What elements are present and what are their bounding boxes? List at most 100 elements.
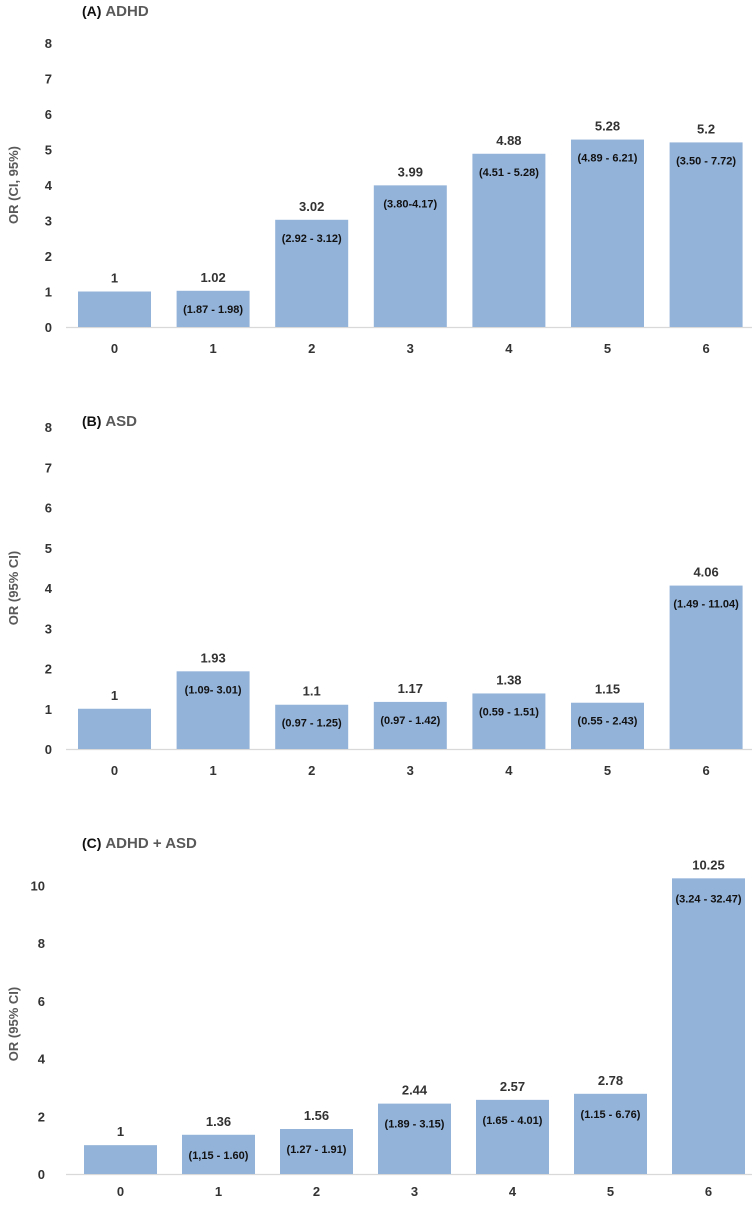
bar bbox=[280, 1129, 353, 1174]
bar-value-label: 2.78 bbox=[598, 1073, 623, 1088]
y-tick-label: 6 bbox=[45, 501, 52, 516]
x-tick-label: 1 bbox=[209, 341, 216, 356]
bar-ci-label: (1.27 - 1.91) bbox=[287, 1144, 347, 1156]
bar bbox=[672, 878, 745, 1174]
bar-value-label: 1.1 bbox=[303, 684, 321, 699]
y-tick-label: 6 bbox=[45, 107, 52, 122]
y-tick-label: 8 bbox=[45, 36, 52, 51]
bar-value-label: 2.57 bbox=[500, 1079, 525, 1094]
x-tick-label: 6 bbox=[702, 763, 709, 778]
bar-value-label: 1.56 bbox=[304, 1108, 329, 1123]
x-tick-label: 2 bbox=[308, 341, 315, 356]
bar-value-label: 10.25 bbox=[692, 857, 725, 872]
chart-title: (A) ADHD bbox=[82, 3, 149, 20]
bar-ci-label: (1.65 - 4.01) bbox=[483, 1115, 543, 1127]
x-tick-label: 1 bbox=[215, 1184, 222, 1199]
y-tick-label: 3 bbox=[45, 621, 52, 636]
panel-title: ADHD bbox=[105, 3, 148, 20]
y-tick-label: 2 bbox=[45, 662, 52, 677]
bar-value-label: 1 bbox=[117, 1124, 124, 1139]
panel-title: ADHD + ASD bbox=[105, 835, 197, 852]
bar-ci-label: (0.55 - 2.43) bbox=[578, 716, 638, 728]
bar-ci-label: (1.09- 3.01) bbox=[185, 684, 242, 696]
bar bbox=[176, 671, 250, 749]
bar bbox=[472, 153, 546, 327]
bar bbox=[571, 139, 644, 327]
x-tick-label: 0 bbox=[111, 341, 118, 356]
bar-value-label: 1.15 bbox=[595, 682, 620, 697]
bar-ci-label: (0.97 - 1.42) bbox=[380, 715, 440, 727]
y-tick-label: 6 bbox=[38, 994, 45, 1009]
bar-value-label: 3.02 bbox=[299, 199, 324, 214]
bar-value-label: 1.93 bbox=[200, 650, 225, 665]
panel-letter: (C) bbox=[82, 835, 105, 851]
y-axis-label: OR (95% CI) bbox=[6, 987, 21, 1061]
y-tick-label: 1 bbox=[45, 702, 52, 717]
x-tick-label: 2 bbox=[308, 763, 315, 778]
bar bbox=[373, 185, 447, 327]
bar bbox=[275, 219, 349, 327]
y-tick-label: 2 bbox=[38, 1109, 45, 1124]
panel-letter: (B) bbox=[82, 413, 105, 429]
bar-value-label: 2.44 bbox=[402, 1083, 428, 1098]
bar-ci-label: (1,15 - 1.60) bbox=[189, 1150, 249, 1162]
chart-title: (B) ASD bbox=[82, 413, 137, 430]
x-tick-label: 6 bbox=[702, 341, 709, 356]
x-tick-label: 3 bbox=[407, 341, 414, 356]
y-tick-label: 0 bbox=[45, 742, 52, 757]
bar-value-label: 1.36 bbox=[206, 1114, 231, 1129]
bar-value-label: 1.38 bbox=[496, 672, 521, 687]
y-axis-label: OR (CI, 95%) bbox=[6, 146, 21, 224]
y-tick-label: 7 bbox=[45, 460, 52, 475]
y-axis-label: OR (95% CI) bbox=[6, 551, 21, 625]
bar-value-label: 3.99 bbox=[398, 164, 423, 179]
bar-value-label: 5.28 bbox=[595, 119, 620, 134]
bar-value-label: 4.88 bbox=[496, 133, 521, 148]
bar-value-label: 4.06 bbox=[693, 565, 718, 580]
x-tick-label: 0 bbox=[111, 763, 118, 778]
y-tick-label: 3 bbox=[45, 214, 52, 229]
bar bbox=[373, 701, 447, 749]
bar-ci-label: (1.89 - 3.15) bbox=[385, 1119, 445, 1131]
bar-ci-label: (0.97 - 1.25) bbox=[282, 718, 342, 730]
x-tick-label: 5 bbox=[604, 341, 611, 356]
bar-value-label: 1.17 bbox=[398, 681, 423, 696]
bar-ci-label: (4.51 - 5.28) bbox=[479, 167, 539, 179]
x-tick-label: 1 bbox=[209, 763, 216, 778]
y-tick-label: 1 bbox=[45, 285, 52, 300]
y-tick-label: 0 bbox=[38, 1167, 45, 1182]
y-tick-label: 5 bbox=[45, 143, 52, 158]
bar bbox=[78, 291, 151, 327]
x-tick-label: 3 bbox=[411, 1184, 418, 1199]
y-tick-label: 4 bbox=[38, 1052, 46, 1067]
bar bbox=[574, 1093, 647, 1174]
bar bbox=[472, 693, 546, 749]
bar-ci-label: (4.89 - 6.21) bbox=[578, 153, 638, 165]
bar-ci-label: (3.24 - 32.47) bbox=[675, 893, 741, 905]
bar bbox=[669, 585, 743, 749]
panel-letter: (A) bbox=[82, 3, 105, 19]
x-tick-label: 3 bbox=[407, 763, 414, 778]
chart-panel-b: (B) ASD OR (95% CI) 0 1 2 3 4 5 6 7 8 1 0 1.93 (1.09- … bbox=[6, 413, 752, 778]
bar-value-label: 1.02 bbox=[200, 270, 225, 285]
x-tick-label: 6 bbox=[705, 1184, 712, 1199]
bar-ci-label: (3.50 - 7.72) bbox=[676, 155, 736, 167]
bar-ci-label: (2.92 - 3.12) bbox=[282, 233, 342, 245]
bar-ci-label: (0.59 - 1.51) bbox=[479, 706, 539, 718]
x-tick-label: 4 bbox=[509, 1184, 517, 1199]
bar bbox=[176, 290, 250, 327]
bar bbox=[378, 1103, 451, 1174]
bar-value-label: 1 bbox=[111, 688, 118, 703]
y-tick-label: 10 bbox=[31, 879, 45, 894]
bar bbox=[571, 702, 644, 749]
panel-title: ASD bbox=[105, 413, 137, 430]
bar bbox=[476, 1099, 549, 1174]
bar bbox=[275, 704, 349, 749]
bar-value-label: 1 bbox=[111, 271, 118, 286]
y-tick-label: 5 bbox=[45, 541, 52, 556]
y-tick-label: 4 bbox=[45, 178, 53, 193]
x-tick-label: 2 bbox=[313, 1184, 320, 1199]
bar-ci-label: (1.87 - 1.98) bbox=[183, 304, 243, 316]
x-tick-label: 5 bbox=[607, 1184, 614, 1199]
